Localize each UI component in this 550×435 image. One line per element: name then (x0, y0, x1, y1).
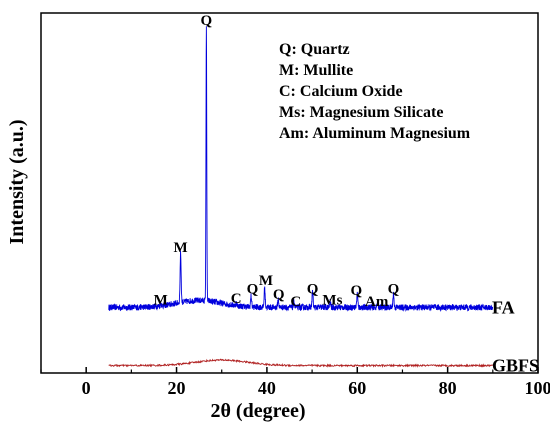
x-tick-label: 20 (168, 378, 186, 398)
legend-entry: Q: Quartz (279, 41, 350, 58)
x-tick-label: 100 (525, 378, 550, 398)
peak-label: C (290, 294, 301, 310)
peak-label: C (231, 291, 242, 307)
peak-label: Q (307, 282, 319, 298)
plot-frame (40, 12, 539, 374)
axes: 0 20 40 60 80 100 (40, 12, 550, 398)
peak-label: Q (273, 287, 285, 303)
series-layer: FA GBFS (108, 26, 539, 376)
peak-label: Q (247, 282, 259, 298)
legend-entry: C: Calcium Oxide (279, 83, 403, 100)
x-tick-label: 80 (439, 378, 457, 398)
x-tick-label: 40 (258, 378, 276, 398)
legend: Q: Quartz M: Mullite C: Calcium Oxide Ms: M… (279, 41, 471, 142)
legend-entry: M: Mullite (279, 62, 353, 79)
series-line-fa (108, 26, 494, 313)
series-label-fa: FA (492, 297, 515, 317)
peak-label: M (154, 293, 168, 309)
peak-label: Am (365, 294, 389, 310)
x-tick-label: 60 (348, 378, 366, 398)
peak-label: M (174, 240, 188, 256)
legend-entry: Am: Aluminum Magnesium (279, 125, 471, 142)
peak-label: M (259, 273, 273, 289)
peak-label: Q (351, 283, 363, 299)
legend-entry: Ms: Magnesium Silicate (279, 104, 443, 121)
peak-label: Q (201, 13, 213, 29)
series-label-gbfs: GBFS (492, 356, 539, 376)
peak-label: Ms (322, 293, 342, 309)
peak-label: Q (388, 282, 400, 298)
x-tick-label: 0 (82, 378, 91, 398)
series-line-gbfs (108, 358, 494, 369)
x-axis-title: 2θ (degree) (210, 400, 305, 422)
y-axis-title: Intensity (a.u.) (6, 119, 28, 244)
